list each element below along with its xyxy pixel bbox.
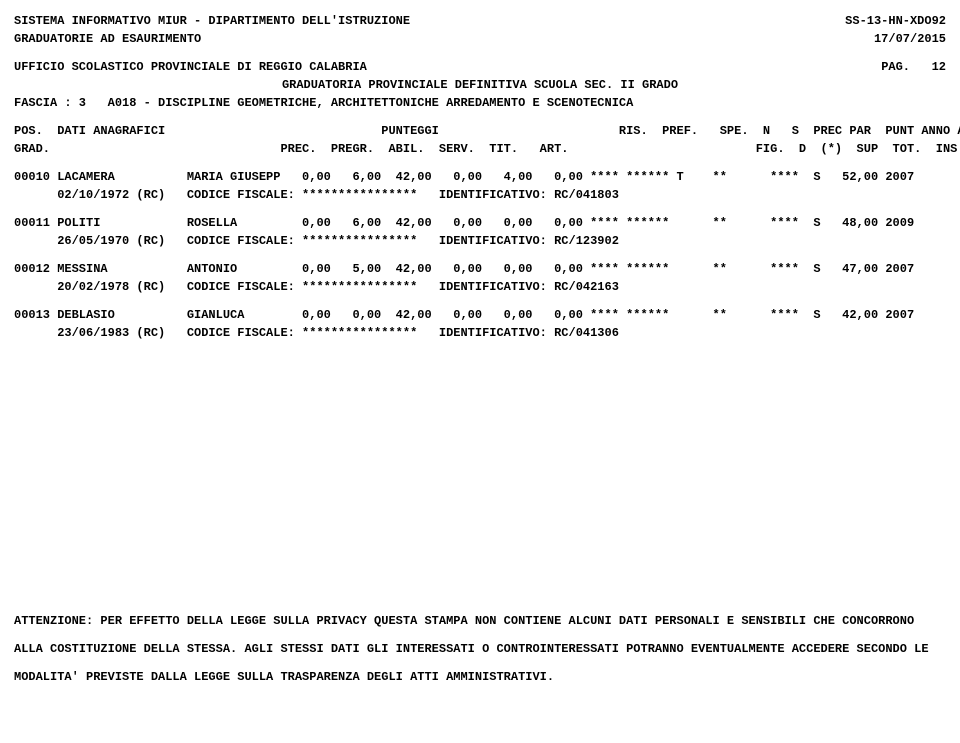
table-row: 00010 LACAMERA MARIA GIUSEPP 0,00 6,00 4…: [14, 168, 946, 186]
doc-code: SS-13-HN-XDO92: [845, 12, 946, 30]
table-row-detail: 23/06/1983 (RC) CODICE FISCALE: ********…: [14, 324, 946, 342]
doc-type: GRADUATORIE AD ESAURIMENTO: [14, 30, 201, 48]
table-row-detail: 02/10/1972 (RC) CODICE FISCALE: ********…: [14, 186, 946, 204]
doc-title: GRADUATORIA PROVINCIALE DEFINITIVA SCUOL…: [14, 76, 946, 94]
header-line-1: SISTEMA INFORMATIVO MIUR - DIPARTIMENTO …: [14, 12, 946, 30]
table-row: 00013 DEBLASIO GIANLUCA 0,00 0,00 42,00 …: [14, 306, 946, 324]
table-row: 00012 MESSINA ANTONIO 0,00 5,00 42,00 0,…: [14, 260, 946, 278]
footer-line-1: ATTENZIONE: PER EFFETTO DELLA LEGGE SULL…: [14, 612, 946, 630]
header-line-2: GRADUATORIE AD ESAURIMENTO 17/07/2015: [14, 30, 946, 48]
header-line-3: UFFICIO SCOLASTICO PROVINCIALE DI REGGIO…: [14, 58, 946, 76]
table-row-detail: 26/05/1970 (RC) CODICE FISCALE: ********…: [14, 232, 946, 250]
footer-line-2: ALLA COSTITUZIONE DELLA STESSA. AGLI STE…: [14, 640, 946, 658]
fascia-line: FASCIA : 3 A018 - DISCIPLINE GEOMETRICHE…: [14, 94, 946, 112]
table-row-detail: 20/02/1978 (RC) CODICE FISCALE: ********…: [14, 278, 946, 296]
system-title: SISTEMA INFORMATIVO MIUR - DIPARTIMENTO …: [14, 12, 410, 30]
column-header-2: GRAD. PREC. PREGR. ABIL. SERV. TIT. ART.…: [14, 140, 946, 158]
office-name: UFFICIO SCOLASTICO PROVINCIALE DI REGGIO…: [14, 58, 367, 76]
page-number: PAG. 12: [881, 58, 946, 76]
table-row: 00011 POLITI ROSELLA 0,00 6,00 42,00 0,0…: [14, 214, 946, 232]
column-header-1: POS. DATI ANAGRAFICI PUNTEGGI RIS. PREF.…: [14, 122, 946, 140]
footer-line-3: MODALITA' PREVISTE DALLA LEGGE SULLA TRA…: [14, 668, 946, 686]
doc-date: 17/07/2015: [874, 30, 946, 48]
